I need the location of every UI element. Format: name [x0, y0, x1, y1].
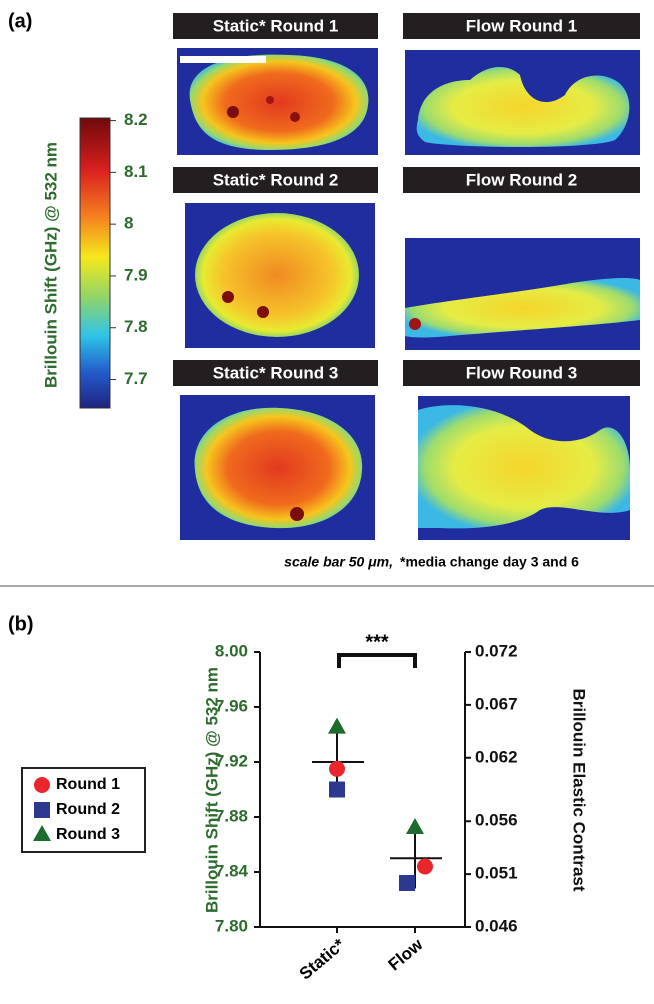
heatmap-blob [195, 213, 359, 337]
panel-label: (b) [8, 613, 34, 635]
image-title: Flow Round 3 [466, 363, 577, 382]
heatmap-spot [266, 96, 274, 104]
caption: scale bar 50 μm, [284, 554, 393, 570]
image-title: Static* Round 1 [213, 16, 339, 35]
y-tick-label: 8.00 [215, 641, 248, 660]
title-bar [403, 360, 640, 386]
image-title: Static* Round 2 [213, 170, 339, 189]
y2-tick-label: 0.062 [475, 747, 518, 766]
y2-tick-label: 0.046 [475, 916, 518, 935]
heatmap-spot [409, 318, 421, 330]
image-title: Flow Round 1 [466, 16, 577, 35]
heatmap-spot [290, 112, 300, 122]
colorbar [79, 117, 111, 409]
heatmap-spot [257, 306, 269, 318]
panel-label: (a) [8, 10, 32, 32]
significance-label: *** [365, 631, 389, 653]
significance-bracket [337, 653, 417, 668]
title-bar [403, 167, 640, 193]
point [34, 802, 50, 818]
y2-tick-label: 0.072 [475, 641, 518, 660]
heatmap-spot [227, 106, 239, 118]
heatmap-blob [405, 277, 640, 338]
colorbar-tick-label: 8 [124, 214, 133, 233]
colorbar-tick-label: 7.7 [124, 369, 148, 388]
y-tick-label: 7.80 [215, 916, 248, 935]
caption: *media change day 3 and 6 [400, 554, 579, 570]
heatmap-spot [222, 291, 234, 303]
title-bar [173, 167, 378, 193]
y-tick-label: 7.84 [215, 861, 249, 880]
legend-label: Round 1 [56, 776, 120, 793]
heatmap-blob [194, 407, 363, 529]
point [406, 818, 424, 834]
x-tick-label: Flow [385, 934, 427, 974]
y2-tick-label: 0.051 [475, 864, 518, 883]
point [34, 777, 50, 793]
y2-axis-title: Brillouin Elastic Contrast [570, 688, 589, 891]
scale-bar [180, 56, 266, 63]
x-tick-label: Static* [296, 935, 349, 984]
y-tick-label: 7.92 [215, 751, 248, 770]
y2-tick-label: 0.067 [475, 694, 518, 713]
heatmap-spot [290, 507, 304, 521]
colorbar-label: Brillouin Shift (GHz) @ 532 nm [41, 142, 60, 388]
point [329, 760, 345, 777]
panel-a-images [177, 48, 640, 540]
y2-tick-label: 0.056 [475, 811, 518, 830]
point [33, 825, 51, 841]
heatmap-blob [416, 66, 630, 147]
heatmap-blob [418, 405, 630, 529]
y-tick-label: 7.96 [215, 696, 248, 715]
image-title: Flow Round 2 [466, 170, 577, 189]
title-bar [173, 13, 378, 39]
colorbar-tick-label: 7.9 [124, 265, 148, 284]
heatmap-blob [189, 54, 369, 150]
title-bar [403, 13, 640, 39]
point [329, 781, 345, 798]
image-title: Static* Round 3 [213, 363, 339, 382]
colorbar-tick-label: 8.1 [124, 162, 148, 181]
point [399, 875, 415, 891]
colorbar-tick-label: 7.8 [124, 317, 148, 336]
y-axis-title: Brillouin Shift (GHz) @ 532 nm [202, 667, 221, 913]
point [417, 858, 433, 875]
point [328, 717, 346, 734]
legend-label: Round 3 [56, 826, 120, 843]
legend-label: Round 2 [56, 801, 120, 818]
colorbar-tick-label: 8.2 [124, 110, 148, 129]
title-bar [173, 360, 378, 386]
y-tick-label: 7.88 [215, 806, 248, 825]
